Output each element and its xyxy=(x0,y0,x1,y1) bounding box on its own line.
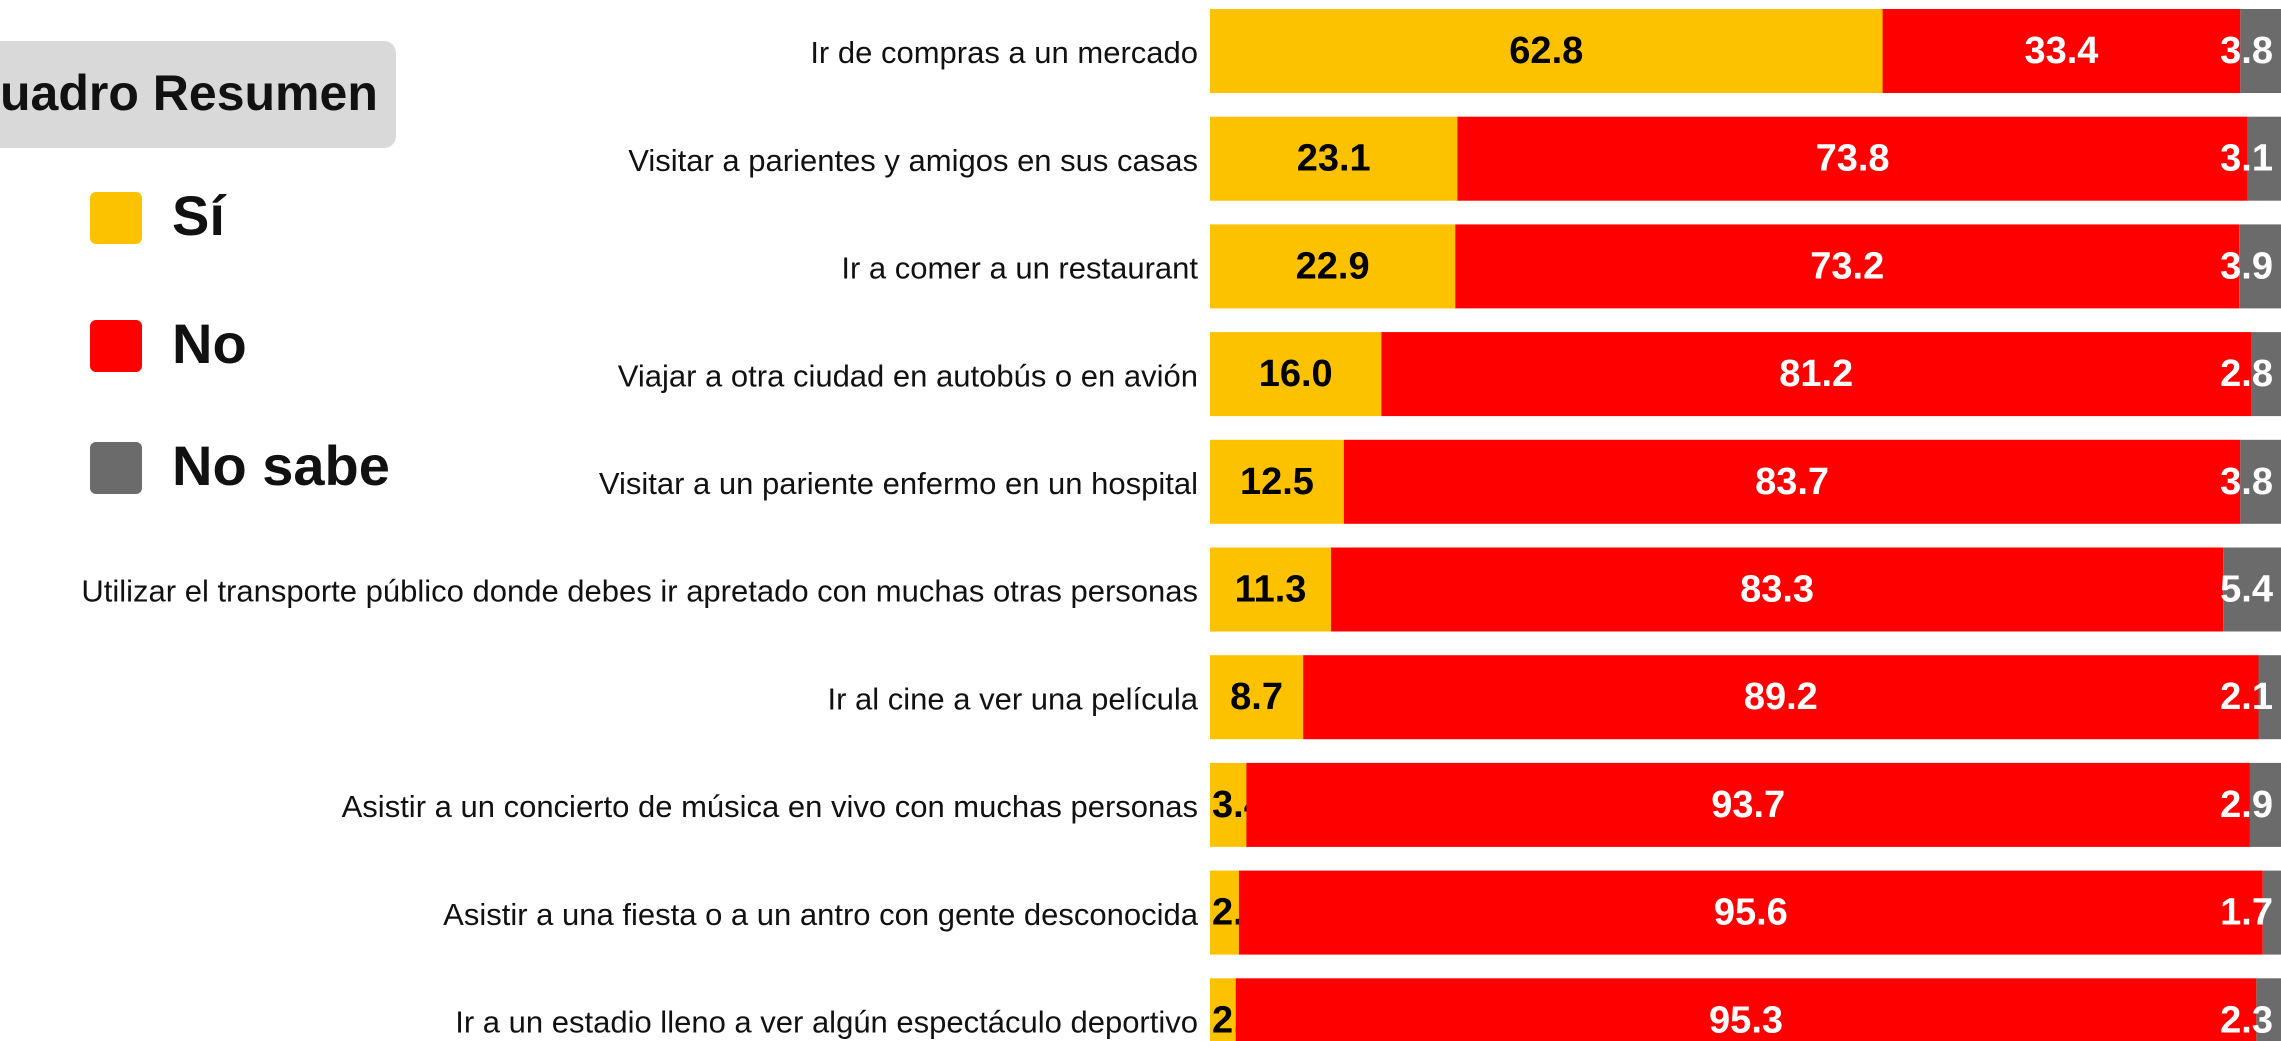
value-label: 11.3 xyxy=(1235,569,1307,611)
legend-swatch xyxy=(90,192,142,244)
category-label: Ir al cine a ver una película xyxy=(828,681,1199,716)
value-label: 83.3 xyxy=(1740,569,1814,611)
bar-segment xyxy=(1210,332,1382,417)
bar-segment xyxy=(1210,439,1344,524)
value-label: 33.4 xyxy=(2024,30,2098,72)
bar-segment xyxy=(1882,9,2241,93)
bar-segment xyxy=(1210,224,1456,309)
value-label: 1.7 xyxy=(2220,892,2273,934)
value-label: 95.6 xyxy=(1714,892,1788,934)
bar-segment xyxy=(1235,978,2257,1041)
value-label: 3.9 xyxy=(2220,245,2273,287)
bar-segment xyxy=(2240,439,2281,524)
value-label: 8.7 xyxy=(1230,676,1283,718)
value-label: 3.1 xyxy=(2220,138,2273,180)
bar-segment xyxy=(1210,870,1239,955)
value-label: 89.2 xyxy=(1744,676,1818,718)
bar-segment xyxy=(1210,547,1332,632)
category-label: Viajar a otra ciudad en autobús o en avi… xyxy=(618,358,1198,393)
legend-label: Sí xyxy=(172,184,227,247)
legend-label: No sabe xyxy=(172,434,390,497)
category-label: Visitar a parientes y amigos en sus casa… xyxy=(628,143,1198,178)
value-label: 23.1 xyxy=(1297,138,1371,180)
value-label: 73.2 xyxy=(1810,245,1884,287)
value-label: 73.8 xyxy=(1816,138,1890,180)
value-label: 81.2 xyxy=(1779,353,1853,395)
bar-segment xyxy=(1303,655,2259,740)
value-label: 2.9 xyxy=(2220,784,2273,826)
bar-segment xyxy=(2256,978,2281,1041)
value-label: 62.8 xyxy=(1509,30,1583,72)
value-label: 22.9 xyxy=(1296,245,1370,287)
bar-segment xyxy=(2239,224,2281,309)
bar-segment xyxy=(1210,116,1458,201)
value-label: 2.8 xyxy=(2220,353,2273,395)
value-label: 95.3 xyxy=(1709,999,1783,1041)
bar-segment xyxy=(1238,870,2263,955)
bar-segment xyxy=(2262,870,2281,955)
value-label: 12.5 xyxy=(1240,461,1314,503)
bar-segment xyxy=(1210,655,1304,740)
value-label: 5.4 xyxy=(2220,569,2273,611)
value-label: 83.7 xyxy=(1755,461,1829,503)
legend-swatch xyxy=(90,320,142,372)
bar-segment xyxy=(2240,9,2281,93)
value-label: 3.8 xyxy=(2220,461,2273,503)
bar-segment xyxy=(1343,439,2241,524)
legend-swatch xyxy=(90,442,142,494)
value-label: 2.1 xyxy=(2220,676,2273,718)
value-label: 16.0 xyxy=(1259,353,1333,395)
bar-segment xyxy=(1210,762,1247,847)
category-label: Utilizar el transporte público donde deb… xyxy=(81,574,1198,609)
legend-title: uadro Resumen xyxy=(0,65,378,121)
category-label: Asistir a una fiesta o a un antro con ge… xyxy=(443,897,1199,932)
bar-segment xyxy=(1457,116,2248,201)
bar-segment xyxy=(2223,547,2281,632)
legend-box xyxy=(0,41,396,148)
category-label: Visitar a un pariente enfermo en un hosp… xyxy=(599,466,1198,501)
value-label: 2.3 xyxy=(2220,999,2273,1041)
bar-segment xyxy=(1331,547,2224,632)
value-label: 93.7 xyxy=(1711,784,1785,826)
bar-segment xyxy=(2251,332,2281,417)
bar-segment xyxy=(1381,332,2252,417)
bar-segment xyxy=(2258,655,2281,740)
category-label: Ir de compras a un mercado xyxy=(810,35,1198,70)
bar-segment xyxy=(1455,224,2240,309)
category-label: Ir a un estadio lleno a ver algún espect… xyxy=(455,1004,1198,1039)
bar-segment xyxy=(1210,978,1236,1041)
value-label: 3.8 xyxy=(2220,30,2273,72)
bar-segment xyxy=(2249,762,2281,847)
bar-segment xyxy=(2247,116,2281,201)
category-label: Asistir a un concierto de música en vivo… xyxy=(342,789,1198,824)
bar-segment xyxy=(1210,9,1883,93)
category-label: Ir a comer a un restaurant xyxy=(841,251,1198,286)
legend-label: No xyxy=(172,312,247,375)
bar-segment xyxy=(1246,762,2250,847)
